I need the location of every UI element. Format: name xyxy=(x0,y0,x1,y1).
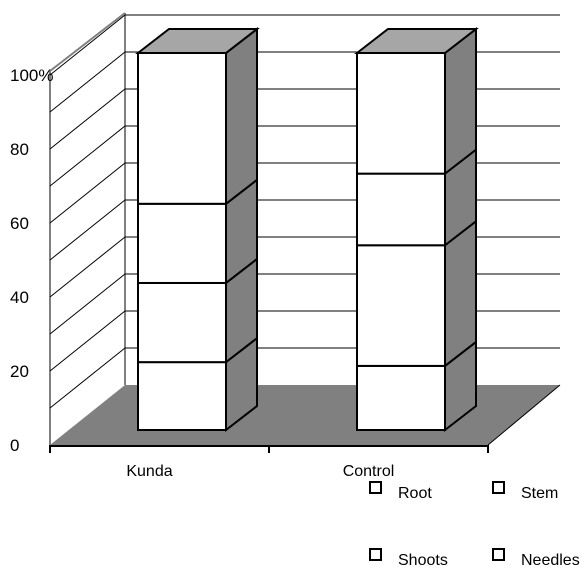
bar-segment-root-kunda xyxy=(137,361,227,432)
y-tick-labels: 0 20 40 60 80 100% xyxy=(10,66,53,455)
y-tick-label: 0 xyxy=(10,436,19,455)
legend-swatch-root xyxy=(369,481,382,494)
legend-label-root: Root xyxy=(398,485,432,502)
gridline-side xyxy=(49,236,126,298)
y-tick-label: 20 xyxy=(10,362,29,381)
bar-side-needles-kunda xyxy=(225,26,258,206)
y-tick-label: 80 xyxy=(10,140,29,159)
bar-top-control xyxy=(354,28,479,54)
bar-side-needles-control xyxy=(444,26,477,176)
category-label: Kunda xyxy=(126,463,172,480)
bar-segment-shoots-control xyxy=(356,172,446,247)
category-labels: Kunda Control xyxy=(126,463,394,480)
bar-top-kunda xyxy=(135,28,260,54)
legend-swatch-needles xyxy=(492,548,505,561)
y-tick-label: 60 xyxy=(10,214,29,233)
bar-segment-stem-kunda xyxy=(137,281,227,364)
gridline-side xyxy=(49,162,126,224)
legend: Root Stem Shoots Needles xyxy=(369,481,580,569)
axes xyxy=(49,445,489,453)
legend-swatch-stem xyxy=(492,481,505,494)
chart-floor xyxy=(50,384,561,446)
gridline-side xyxy=(49,273,126,335)
legend-label-needles: Needles xyxy=(521,552,580,569)
floor-right-edge xyxy=(487,384,561,446)
side-wall-top-edge xyxy=(49,12,126,72)
gridline-side xyxy=(49,347,126,409)
bar-segment-needles-kunda xyxy=(137,52,227,205)
bar-segment-stem-control xyxy=(356,244,446,367)
gridline-side xyxy=(49,310,126,372)
gridline-side xyxy=(49,125,126,187)
bar-segment-shoots-kunda xyxy=(137,202,227,284)
bars xyxy=(135,26,479,433)
legend-swatch-shoots xyxy=(369,548,382,561)
chart-walls xyxy=(49,12,126,445)
bar-segment-needles-control xyxy=(356,52,446,175)
gridline-side xyxy=(49,51,126,113)
gridline-side xyxy=(49,14,126,76)
gridlines xyxy=(49,14,560,409)
gridline-side xyxy=(49,199,126,261)
y-tick-label: 100% xyxy=(10,66,53,85)
bar-segment-root-control xyxy=(356,364,446,431)
y-tick-label: 40 xyxy=(10,288,29,307)
legend-label-stem: Stem xyxy=(521,485,558,502)
floor-plane xyxy=(50,385,560,445)
gridline-side xyxy=(49,88,126,150)
legend-label-shoots: Shoots xyxy=(398,552,448,569)
bar-side-stem-control xyxy=(444,219,477,368)
category-label: Control xyxy=(343,463,395,480)
